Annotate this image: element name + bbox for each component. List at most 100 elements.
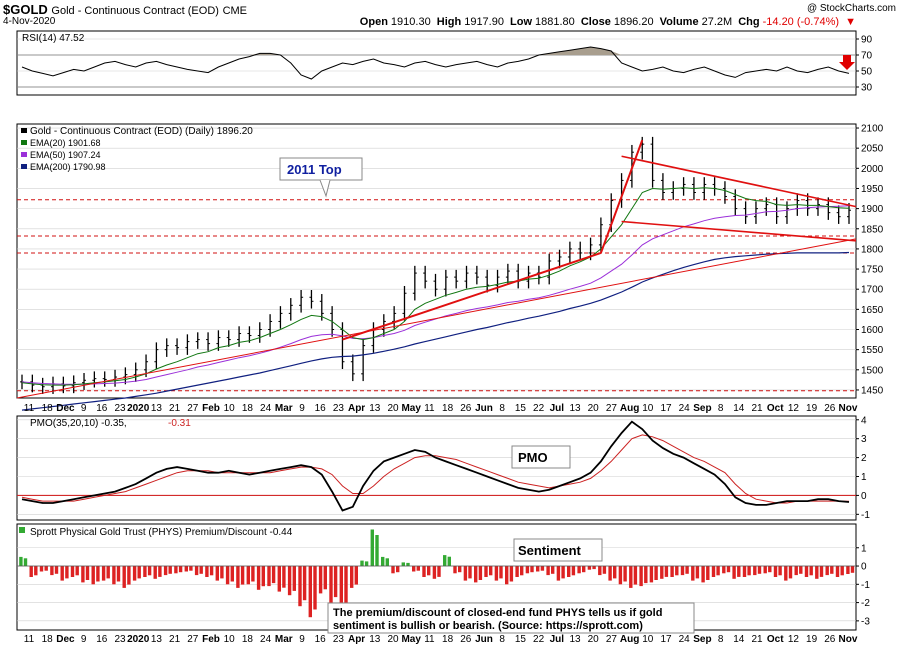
x-tick-label: Dec bbox=[56, 634, 75, 645]
sentiment-bar bbox=[840, 566, 844, 576]
sentiment-bar bbox=[375, 535, 379, 567]
volume-value: 27.2M bbox=[701, 16, 733, 28]
x-tick-label: 8 bbox=[499, 634, 505, 645]
x-tick-label: 22 bbox=[533, 403, 545, 414]
x-tick-label: 13 bbox=[151, 403, 163, 414]
sentiment-bar bbox=[333, 566, 338, 598]
trendline bbox=[621, 220, 857, 242]
x-tick-label: 17 bbox=[660, 403, 672, 414]
sentiment-bar bbox=[530, 566, 534, 573]
x-tick-label: 27 bbox=[606, 634, 618, 645]
sentiment-bar bbox=[799, 566, 803, 574]
sentiment-bar bbox=[412, 566, 416, 572]
x-tick-label: 12 bbox=[788, 634, 800, 645]
x-tick-label: 13 bbox=[151, 634, 163, 645]
sentiment-bar bbox=[778, 566, 782, 576]
x-tick-label: Apr bbox=[348, 634, 365, 645]
note-box bbox=[327, 602, 695, 634]
sentiment-bar bbox=[701, 566, 705, 583]
sentiment-bar bbox=[726, 566, 731, 573]
x-tick-label: 24 bbox=[679, 403, 691, 414]
sentiment-bar bbox=[478, 566, 483, 580]
sentiment-bar bbox=[65, 566, 69, 579]
x-tick-label: 23 bbox=[114, 634, 126, 645]
note-line-1: The premium/discount of closed-end fund … bbox=[333, 607, 662, 619]
sentiment-bar bbox=[298, 566, 302, 607]
sentiment-bar bbox=[147, 566, 152, 576]
x-tick-label: 17 bbox=[660, 634, 672, 645]
sentiment-tick-label: -1 bbox=[861, 580, 870, 591]
sentiment-bar bbox=[225, 566, 230, 585]
price-tick-label: 1900 bbox=[861, 204, 884, 215]
sentiment-bar bbox=[287, 566, 292, 596]
price-tick-label: 2050 bbox=[861, 144, 884, 155]
ohlc-readout: Open 1910.30 High 1917.90 Low 1881.80 Close… bbox=[357, 16, 856, 28]
sentiment-bar bbox=[613, 566, 617, 579]
sentiment-bar bbox=[515, 566, 519, 577]
x-tick-label: Dec bbox=[56, 403, 75, 414]
pmo-annotation-box bbox=[511, 445, 571, 469]
sentiment-bar bbox=[308, 566, 312, 618]
sentiment-title: Sprott Physical Gold Trust (PHYS) Premiu… bbox=[30, 527, 293, 538]
sentiment-bar bbox=[629, 566, 633, 588]
sentiment-bar bbox=[60, 566, 64, 581]
sentiment-bar bbox=[670, 566, 674, 577]
legend-entry: EMA(50) 1907.24 bbox=[30, 150, 101, 160]
x-tick-label: 18 bbox=[242, 403, 254, 414]
sentiment-bar bbox=[122, 566, 126, 588]
chart-date: 4-Nov-2020 bbox=[3, 16, 56, 27]
sentiment-bar bbox=[536, 566, 540, 572]
sentiment-bar bbox=[168, 566, 172, 574]
sentiment-bar bbox=[215, 566, 219, 581]
sentiment-bar bbox=[850, 566, 855, 573]
sentiment-bar bbox=[675, 566, 679, 576]
sentiment-bar bbox=[96, 566, 100, 582]
x-tick-label: Sep bbox=[693, 634, 711, 645]
price-tick-label: 1850 bbox=[861, 224, 884, 235]
x-tick-label: 14 bbox=[733, 403, 745, 414]
price-tick-label: 1500 bbox=[861, 365, 884, 376]
sentiment-bar bbox=[350, 566, 354, 588]
sentiment-bar bbox=[633, 566, 638, 585]
sentiment-bar bbox=[318, 566, 323, 594]
volume-label: Volume bbox=[659, 16, 699, 28]
x-tick-label: Nov bbox=[839, 634, 858, 645]
down-arrow-icon: ▼ bbox=[845, 16, 856, 28]
x-tick-label: 27 bbox=[606, 403, 618, 414]
sentiment-bar bbox=[602, 566, 607, 574]
rsi-line bbox=[21, 46, 850, 80]
price-tick-label: 1800 bbox=[861, 244, 884, 255]
sentiment-bar bbox=[85, 566, 90, 580]
sentiment-bar bbox=[484, 566, 488, 577]
x-tick-label: Feb bbox=[202, 634, 220, 645]
sentiment-bar bbox=[116, 566, 121, 582]
price-tick-label: 1950 bbox=[861, 184, 884, 195]
sentiment-bar bbox=[81, 566, 85, 583]
x-tick-label: 20 bbox=[588, 634, 600, 645]
x-tick-label: 8 bbox=[718, 403, 724, 414]
sentiment-bar bbox=[443, 555, 447, 567]
sentiment-bar bbox=[468, 566, 472, 579]
annotation-pointer bbox=[319, 179, 331, 198]
sentiment-bar bbox=[753, 566, 757, 576]
sentiment-bar bbox=[381, 556, 385, 566]
sentiment-bar bbox=[437, 566, 441, 577]
copyright: @ StockCharts.com bbox=[806, 3, 896, 14]
sentiment-bar bbox=[505, 566, 509, 585]
pmo-annotation: PMO bbox=[518, 450, 548, 465]
sentiment-bar bbox=[44, 566, 48, 571]
x-tick-label: 18 bbox=[42, 634, 54, 645]
x-tick-label: 15 bbox=[515, 634, 527, 645]
price-tick-label: 1650 bbox=[861, 305, 884, 316]
low-value: 1881.80 bbox=[535, 16, 575, 28]
sentiment-bar bbox=[546, 566, 550, 576]
sentiment-bar bbox=[499, 566, 503, 579]
pmo-tick-label: 4 bbox=[861, 415, 867, 426]
low-label: Low bbox=[510, 16, 533, 28]
sentiment-bar bbox=[649, 566, 654, 583]
sentiment-bar bbox=[618, 566, 623, 585]
x-tick-label: 16 bbox=[96, 403, 108, 414]
sentiment-annotation-box bbox=[513, 538, 603, 562]
down-arrow-icon bbox=[839, 55, 855, 70]
sentiment-bar bbox=[194, 566, 199, 576]
